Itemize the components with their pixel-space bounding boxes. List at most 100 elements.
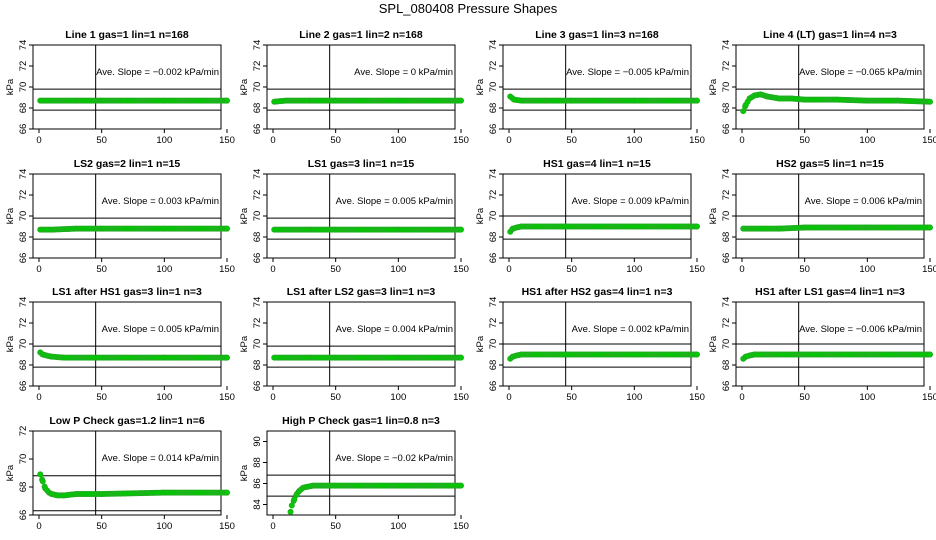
x-tick-label: 150 xyxy=(689,392,705,403)
data-point xyxy=(457,482,464,489)
panel-title: High P Check gas=1 lin=0.8 n=3 xyxy=(282,415,440,427)
data-point xyxy=(287,508,294,515)
data-point xyxy=(927,224,934,231)
panel-title: HS1 after LS1 gas=4 lin=1 n=3 xyxy=(755,286,905,298)
y-tick-label: 84 xyxy=(252,499,263,510)
y-tick-label: 70 xyxy=(721,82,732,93)
x-tick-label: 50 xyxy=(96,264,107,275)
x-tick-label: 100 xyxy=(390,521,406,532)
x-tick-label: 0 xyxy=(270,135,275,146)
y-tick-label: 86 xyxy=(252,478,263,489)
slope-annotation: Ave. Slope = −0.005 kPa/min xyxy=(566,67,689,78)
chart-panel: High P Check gas=1 lin=0.8 n=3 0 50 100 150 8… xyxy=(239,415,469,532)
y-axis-label: kPa xyxy=(475,78,486,95)
x-tick-label: 0 xyxy=(270,264,275,275)
y-tick-label: 68 xyxy=(721,103,732,114)
slope-annotation: Ave. Slope = 0.003 kPa/min xyxy=(102,196,219,207)
x-tick-label: 150 xyxy=(689,264,705,275)
x-tick-label: 100 xyxy=(390,264,406,275)
x-tick-label: 100 xyxy=(156,392,172,403)
y-tick-label: 74 xyxy=(18,297,29,308)
y-tick-label: 72 xyxy=(18,426,29,437)
chart-panel: Line 1 gas=1 lin=1 n=168 0 50 100 150 66 68 70 7… xyxy=(5,29,235,146)
x-tick-label: 150 xyxy=(689,135,705,146)
series-points xyxy=(287,482,464,515)
y-tick-label: 72 xyxy=(721,318,732,329)
y-tick-label: 66 xyxy=(721,124,732,135)
data-point xyxy=(694,223,701,230)
series-points xyxy=(507,351,701,362)
x-tick-label: 0 xyxy=(506,264,511,275)
series-points xyxy=(740,224,934,232)
data-point xyxy=(223,225,230,232)
series-points xyxy=(271,226,464,233)
y-tick-label: 88 xyxy=(252,457,263,468)
chart-panel: HS1 gas=4 lin=1 n=15 0 50 100 150 66 68 70 72 74 k… xyxy=(475,158,705,275)
x-tick-label: 0 xyxy=(739,392,744,403)
y-tick-label: 70 xyxy=(18,454,29,465)
y-tick-label: 68 xyxy=(18,360,29,371)
chart-panel: LS1 gas=3 lin=1 n=15 0 50 100 150 66 68 70 72 74 k… xyxy=(239,158,469,275)
data-point xyxy=(39,478,46,485)
panel-title: Line 4 (LT) gas=1 lin=4 n=3 xyxy=(763,29,897,41)
data-point xyxy=(457,97,464,104)
y-axis-label: kPa xyxy=(239,207,250,224)
plot-frame xyxy=(266,173,456,259)
x-tick-label: 150 xyxy=(219,392,235,403)
y-tick-label: 68 xyxy=(488,103,499,114)
y-tick-label: 70 xyxy=(488,339,499,350)
y-tick-label: 90 xyxy=(252,436,263,447)
x-tick-label: 50 xyxy=(96,135,107,146)
slope-annotation: Ave. Slope = 0.005 kPa/min xyxy=(102,324,219,335)
slope-annotation: Ave. Slope = −0.006 kPa/min xyxy=(799,324,922,335)
y-axis-label: kPa xyxy=(239,335,250,352)
y-tick-label: 74 xyxy=(488,169,499,180)
y-tick-label: 66 xyxy=(488,124,499,135)
x-tick-label: 0 xyxy=(506,392,511,403)
slope-annotation: Ave. Slope = −0.02 kPa/min xyxy=(335,453,453,464)
y-tick-label: 72 xyxy=(18,61,29,72)
panel-title: LS2 gas=2 lin=1 n=15 xyxy=(74,158,181,170)
data-point xyxy=(37,471,44,478)
y-tick-label: 70 xyxy=(721,211,732,222)
y-tick-label: 66 xyxy=(18,510,29,521)
slope-annotation: Ave. Slope = −0.065 kPa/min xyxy=(799,67,922,78)
y-tick-label: 66 xyxy=(488,253,499,264)
y-tick-label: 66 xyxy=(721,381,732,392)
x-tick-label: 100 xyxy=(859,264,875,275)
series-points xyxy=(37,225,230,233)
panel-title: LS1 after LS2 gas=3 lin=1 n=3 xyxy=(287,286,436,298)
y-tick-label: 68 xyxy=(252,232,263,243)
slope-annotation: Ave. Slope = 0.005 kPa/min xyxy=(336,196,453,207)
data-point xyxy=(927,351,934,358)
panel-title: HS1 gas=4 lin=1 n=15 xyxy=(543,158,651,170)
series-points xyxy=(37,471,230,499)
y-tick-label: 68 xyxy=(721,232,732,243)
x-tick-label: 50 xyxy=(566,392,577,403)
y-tick-label: 70 xyxy=(488,82,499,93)
slope-annotation: Ave. Slope = 0.002 kPa/min xyxy=(572,324,689,335)
page-title: SPL_080408 Pressure Shapes xyxy=(378,1,558,16)
y-axis-label: kPa xyxy=(239,464,250,481)
series-points xyxy=(271,354,464,361)
y-tick-label: 70 xyxy=(18,339,29,350)
y-tick-label: 72 xyxy=(18,190,29,201)
y-tick-label: 70 xyxy=(252,211,263,222)
y-tick-label: 70 xyxy=(18,211,29,222)
x-tick-label: 0 xyxy=(506,135,511,146)
y-axis-label: kPa xyxy=(5,207,16,224)
plot-frame xyxy=(735,44,925,130)
x-tick-label: 0 xyxy=(36,392,41,403)
y-tick-label: 72 xyxy=(252,318,263,329)
x-tick-label: 150 xyxy=(219,135,235,146)
slope-annotation: Ave. Slope = 0.014 kPa/min xyxy=(102,453,219,464)
data-point xyxy=(457,226,464,233)
x-tick-label: 150 xyxy=(453,264,469,275)
y-tick-label: 72 xyxy=(721,190,732,201)
y-tick-label: 70 xyxy=(18,82,29,93)
data-point xyxy=(457,354,464,361)
y-tick-label: 74 xyxy=(252,40,263,51)
y-tick-label: 74 xyxy=(488,40,499,51)
x-tick-label: 100 xyxy=(156,264,172,275)
y-axis-label: kPa xyxy=(708,207,719,224)
